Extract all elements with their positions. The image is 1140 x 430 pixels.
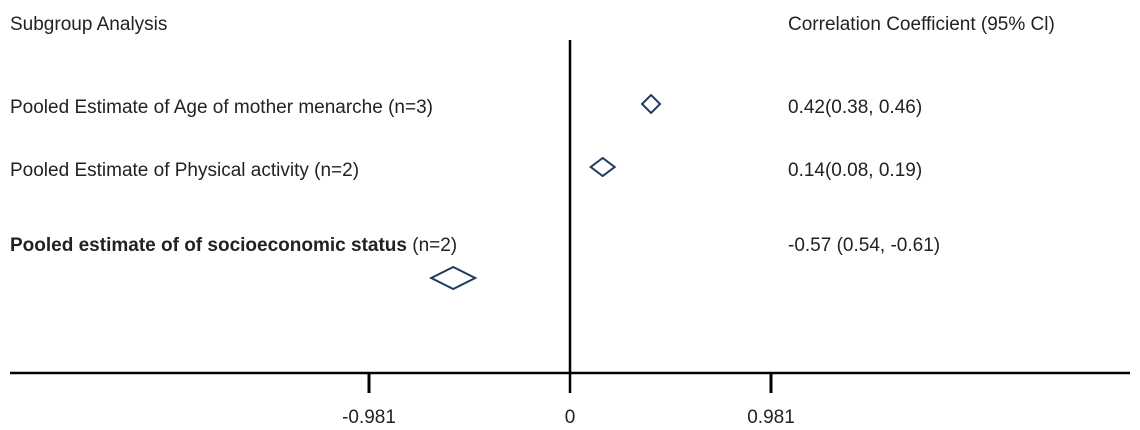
row-ci-age-of-mother-menarche: 0.42(0.38, 0.46) — [788, 97, 923, 118]
row-label-text: Pooled Estimate of Physical activity — [10, 160, 309, 181]
estimate-diamond — [428, 265, 478, 291]
row-label-physical-activity: Pooled Estimate of Physical activity (n=… — [10, 160, 359, 182]
row-ci-socioeconomic-status: -0.57 (0.54, -0.61) — [788, 235, 941, 256]
row-label-text: Pooled Estimate of Age of mother menarch… — [10, 97, 383, 118]
x-tick-label: -0.981 — [342, 407, 396, 428]
row-label-socioeconomic-status: Pooled estimate of of socioeconomic stat… — [10, 235, 457, 257]
row-n-text: (n=3) — [388, 97, 433, 118]
header-subgroup-analysis: Subgroup Analysis — [10, 14, 168, 35]
estimate-diamond — [589, 156, 617, 178]
x-tick-label: 0.981 — [747, 407, 795, 428]
x-tick-label: 0 — [565, 407, 576, 428]
row-ci-physical-activity: 0.14(0.08, 0.19) — [788, 160, 923, 181]
row-label-age-of-mother-menarche: Pooled Estimate of Age of mother menarch… — [10, 97, 433, 119]
row-label-text: Pooled estimate of of socioeconomic stat… — [10, 235, 407, 256]
row-n-text: (n=2) — [314, 160, 360, 181]
header-correlation-coefficient: Correlation Coefficient (95% Cl) — [788, 14, 1055, 35]
estimate-diamond — [640, 93, 662, 115]
row-n-text: (n=2) — [412, 235, 458, 256]
